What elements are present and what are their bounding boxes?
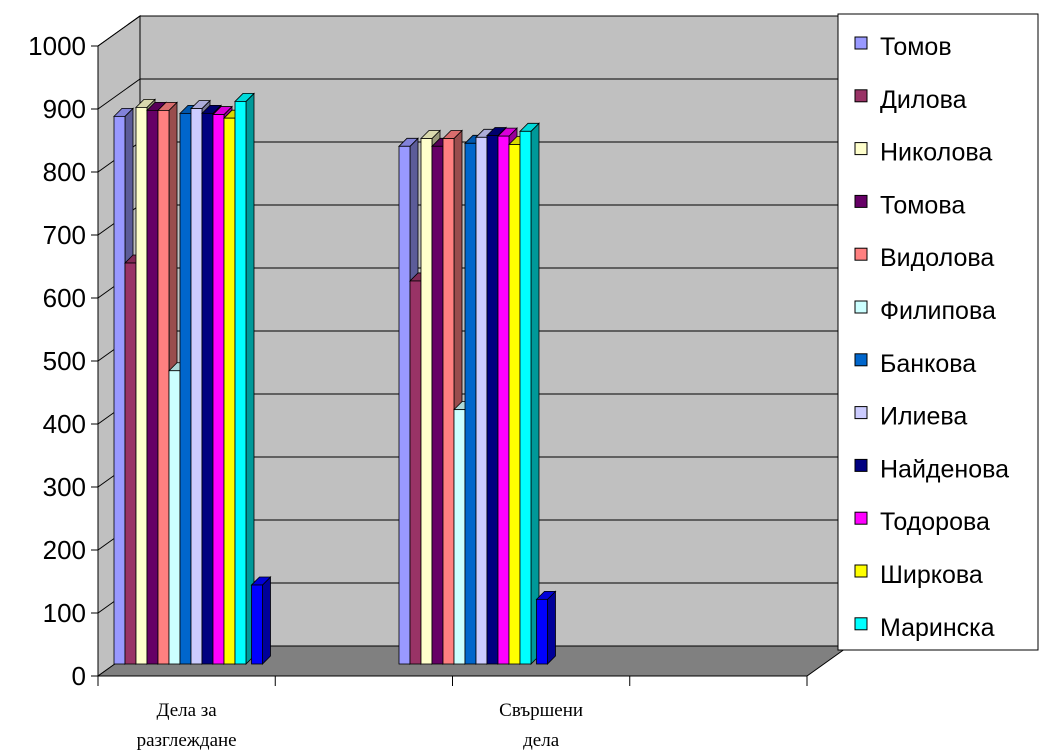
- legend-label: Филипова: [880, 297, 996, 325]
- category-label: разглеждане: [137, 730, 237, 751]
- legend-swatch: [854, 142, 868, 156]
- bar-front: [442, 138, 455, 665]
- category-label: Дела за: [157, 700, 218, 721]
- bar-side: [547, 590, 556, 665]
- legend-swatch: [854, 194, 868, 208]
- y-tick-label: 600: [43, 283, 86, 313]
- y-tick-label: 400: [43, 409, 86, 439]
- bar-front: [453, 409, 466, 665]
- bar: [250, 576, 272, 665]
- legend: Томов Дилова Николова Томова Видолова Филипов…: [837, 13, 1039, 651]
- bar: [519, 122, 540, 665]
- legend-label: Николова: [880, 139, 992, 167]
- legend-swatch: [854, 406, 868, 420]
- bar-front: [536, 598, 548, 665]
- bar: [234, 92, 255, 665]
- bar-front: [251, 584, 263, 665]
- bar: [535, 590, 557, 665]
- category-label: Свършени: [499, 700, 583, 721]
- bar-front: [113, 115, 126, 665]
- legend-box: [837, 13, 1039, 651]
- y-tick-label: 300: [43, 472, 86, 502]
- bar-front: [409, 280, 422, 665]
- bar-front: [234, 101, 247, 665]
- legend-swatch: [854, 511, 868, 525]
- legend-label: Найденова: [880, 455, 1009, 483]
- legend-swatch: [854, 247, 868, 261]
- bar-front: [179, 112, 192, 665]
- category-axis: Дела за разглеждане Свършени дела: [97, 675, 808, 751]
- y-tick-label: 1000: [28, 31, 86, 61]
- bar-front: [398, 145, 411, 665]
- bar-front: [223, 117, 236, 665]
- legend-swatch: [854, 564, 868, 578]
- legend-label: Илиева: [880, 403, 967, 431]
- y-tick-label: 900: [43, 94, 86, 124]
- legend-label: Маринска: [880, 614, 995, 642]
- bar-side: [530, 122, 540, 665]
- y-tick-label: 100: [43, 598, 86, 628]
- y-tick-label: 700: [43, 220, 86, 250]
- bar-front: [124, 262, 137, 665]
- y-tick-label: 800: [43, 157, 86, 187]
- legend-swatch: [854, 617, 868, 631]
- legend-label: Дилова: [880, 86, 967, 114]
- legend-swatch: [854, 89, 868, 103]
- legend-label: Банкова: [880, 350, 976, 378]
- y-tick-label: 500: [43, 346, 86, 376]
- bar-front: [157, 109, 170, 665]
- bar-front: [497, 135, 510, 665]
- bar-front: [431, 145, 444, 665]
- bars: [113, 92, 557, 665]
- bar-front: [201, 112, 214, 665]
- bar-side: [245, 92, 255, 665]
- bar-front: [508, 144, 521, 665]
- legend-label: Видолова: [880, 244, 994, 272]
- bar-front: [486, 135, 499, 665]
- y-tick-label: 0: [72, 661, 86, 691]
- value-axis: 0 100 200 300 400 500 600 700 800 900 1000: [28, 31, 99, 691]
- bar-front: [420, 138, 433, 665]
- gridline: [97, 78, 849, 110]
- bar-front: [519, 130, 532, 665]
- legend-label: Томова: [880, 191, 965, 219]
- bar-side: [262, 576, 271, 665]
- legend-swatch: [854, 458, 868, 472]
- bar-front: [212, 114, 225, 665]
- y-tick-label: 200: [43, 535, 86, 565]
- legend-swatch: [854, 353, 868, 367]
- gridline: [97, 15, 849, 47]
- legend-swatch: [854, 300, 868, 314]
- legend-label: Томов: [880, 33, 952, 61]
- bar-front: [190, 108, 203, 665]
- legend-label: Ширкова: [880, 561, 983, 589]
- bar-front: [475, 136, 488, 665]
- bar-front: [146, 109, 159, 665]
- bar-front: [464, 142, 477, 665]
- legend-label: Тодорова: [880, 508, 990, 536]
- bar-front: [135, 106, 148, 665]
- bar-front: [168, 370, 181, 665]
- legend-swatch: [854, 36, 868, 50]
- category-label: дела: [523, 730, 560, 751]
